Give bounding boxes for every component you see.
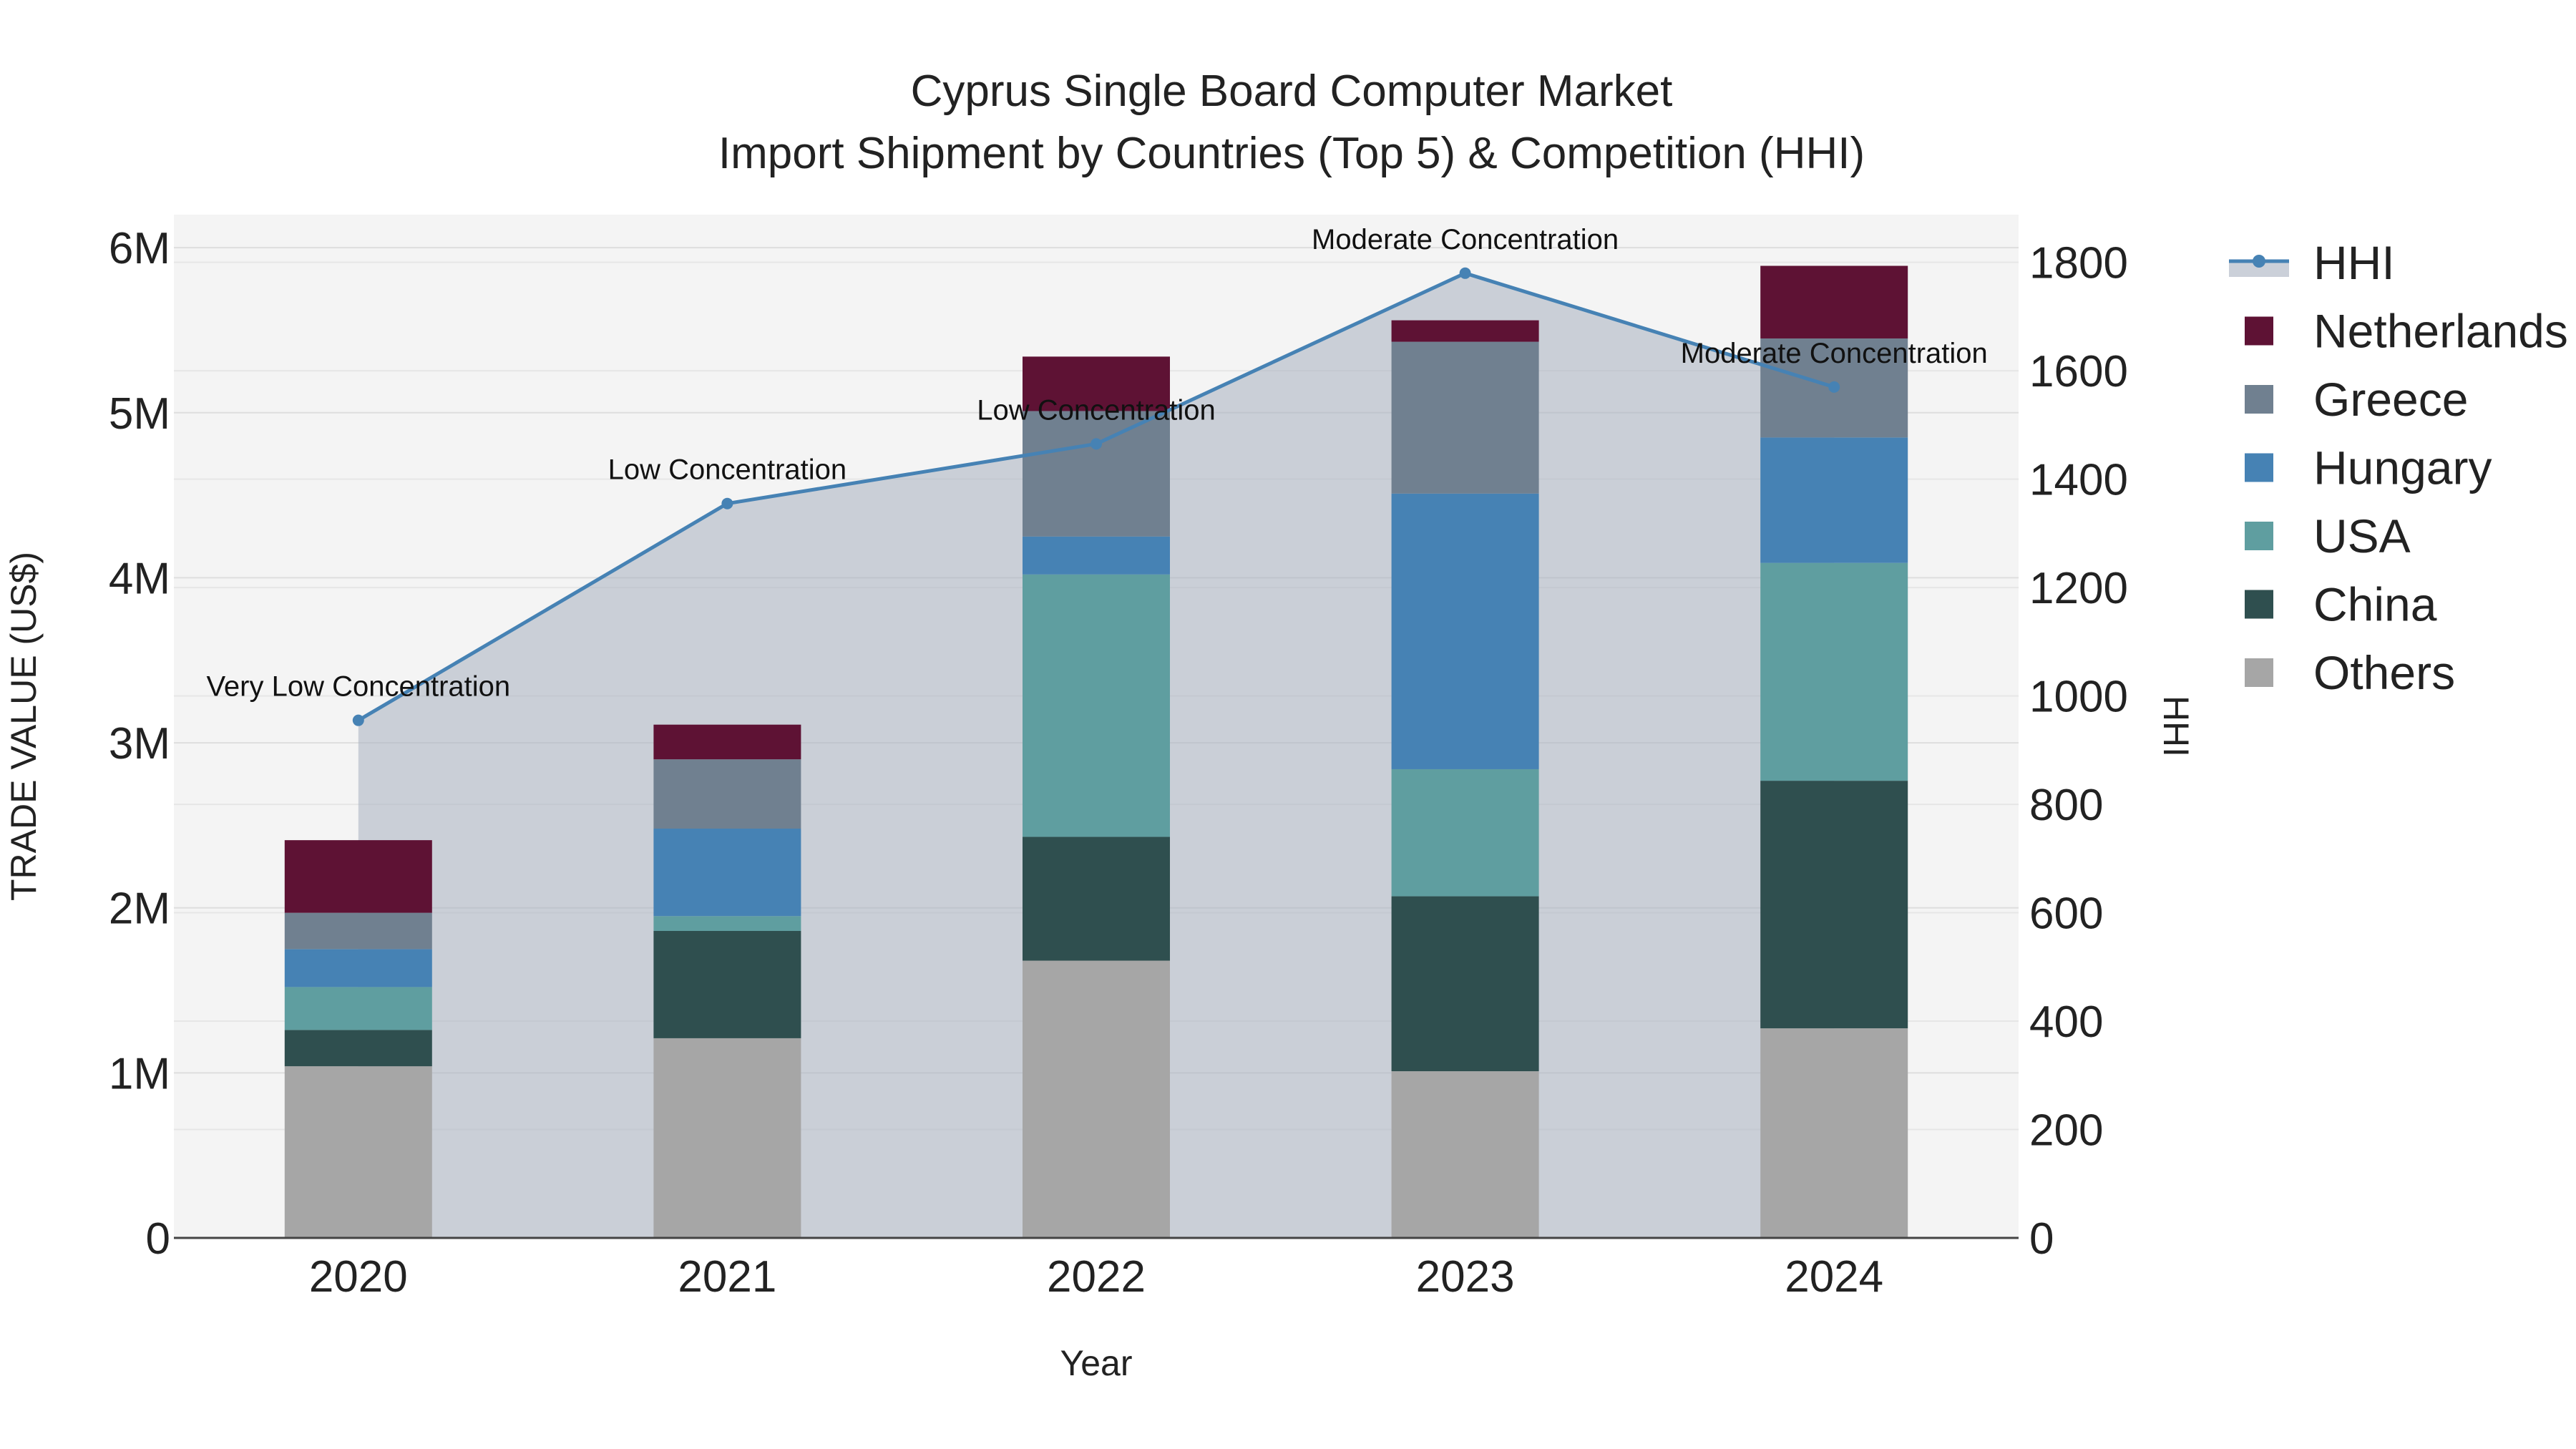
bar-hungary-2023 bbox=[1391, 493, 1539, 769]
hhi-annotation-2023: Moderate Concentration bbox=[1312, 224, 1619, 255]
legend-item-usa[interactable]: USA bbox=[2245, 509, 2411, 562]
bar-china-2022 bbox=[1023, 836, 1170, 961]
y2-tick-label: 200 bbox=[2029, 1106, 2103, 1156]
legend-item-others[interactable]: Others bbox=[2245, 646, 2455, 699]
chart-subtitle: Import Shipment by Countries (Top 5) & C… bbox=[718, 129, 1865, 178]
bar-greece-2023 bbox=[1391, 341, 1539, 494]
hhi-annotation-2021: Low Concentration bbox=[608, 454, 847, 486]
y2-tick-label: 1600 bbox=[2029, 347, 2128, 396]
chart-title: Cyprus Single Board Computer Market bbox=[911, 67, 1673, 116]
legend-item-hungary[interactable]: Hungary bbox=[2245, 441, 2492, 494]
legend: HHI Netherlands Greece Hungary USA China Other… bbox=[2229, 236, 2568, 699]
bar-china-2020 bbox=[284, 1030, 432, 1067]
x-axis-title: Year bbox=[1060, 1343, 1132, 1383]
legend-swatch-china bbox=[2245, 590, 2273, 619]
y2-tick-label: 1400 bbox=[2029, 456, 2128, 505]
legend-item-china[interactable]: China bbox=[2245, 578, 2437, 631]
y2-tick-label: 800 bbox=[2029, 781, 2103, 830]
bar-netherlands-2023 bbox=[1391, 320, 1539, 342]
bar-greece-2020 bbox=[284, 912, 432, 950]
bar-usa-2021 bbox=[653, 916, 801, 931]
y-tick-label: 5M bbox=[109, 389, 170, 439]
bar-others-2021 bbox=[653, 1038, 801, 1238]
hhi-point-2022 bbox=[1091, 438, 1102, 450]
x-tick-label-2024: 2024 bbox=[1785, 1252, 1883, 1302]
y2-tick-label: 1800 bbox=[2029, 239, 2128, 288]
y-tick-label: 4M bbox=[109, 554, 170, 603]
legend-swatch-netherlands bbox=[2245, 316, 2273, 346]
y2-tick-label: 1000 bbox=[2029, 673, 2128, 722]
legend-item-greece[interactable]: Greece bbox=[2245, 373, 2468, 426]
y-tick-label: 6M bbox=[109, 224, 170, 273]
x-tick-label-2021: 2021 bbox=[678, 1252, 776, 1302]
y-axis-title: TRADE VALUE (US$) bbox=[4, 552, 44, 901]
x-tick-label-2022: 2022 bbox=[1047, 1252, 1146, 1302]
legend-item-hhi[interactable]: HHI bbox=[2229, 236, 2395, 289]
bar-hungary-2020 bbox=[284, 949, 432, 987]
legend-label-hungary: Hungary bbox=[2313, 441, 2492, 494]
y2-tick-label: 0 bbox=[2029, 1214, 2054, 1264]
bar-usa-2020 bbox=[284, 987, 432, 1030]
legend-label-netherlands: Netherlands bbox=[2313, 305, 2568, 358]
y2-axis-title: HHI bbox=[2156, 696, 2196, 757]
bar-hungary-2021 bbox=[653, 829, 801, 917]
hhi-point-2021 bbox=[721, 497, 733, 509]
legend-swatch-hungary bbox=[2245, 453, 2273, 482]
y2-tick-label: 600 bbox=[2029, 889, 2103, 939]
bar-netherlands-2021 bbox=[653, 724, 801, 760]
hhi-point-2020 bbox=[352, 714, 364, 726]
bar-greece-2021 bbox=[653, 759, 801, 829]
y-tick-label: 3M bbox=[109, 719, 170, 769]
bar-others-2024 bbox=[1760, 1028, 1908, 1238]
y2-tick-label: 1200 bbox=[2029, 564, 2128, 613]
legend-swatch-greece bbox=[2245, 385, 2273, 414]
x-tick-label-2020: 2020 bbox=[309, 1252, 408, 1302]
hhi-annotation-2024: Moderate Concentration bbox=[1681, 338, 1988, 369]
legend-swatch-usa bbox=[2245, 522, 2273, 550]
legend-swatch-others bbox=[2245, 658, 2273, 687]
bar-greece-2022 bbox=[1023, 411, 1170, 537]
hhi-annotation-2022: Low Concentration bbox=[977, 394, 1216, 426]
bar-others-2022 bbox=[1023, 960, 1170, 1238]
hhi-point-2024 bbox=[1828, 381, 1840, 393]
bar-netherlands-2020 bbox=[284, 840, 432, 913]
hhi-annotation-2020: Very Low Concentration bbox=[206, 671, 510, 703]
legend-swatch-hhi-area bbox=[2229, 261, 2289, 277]
bar-china-2024 bbox=[1760, 781, 1908, 1029]
bar-usa-2023 bbox=[1391, 769, 1539, 897]
hhi-point-2023 bbox=[1459, 267, 1471, 279]
legend-label-usa: USA bbox=[2313, 509, 2411, 562]
y2-tick-label: 400 bbox=[2029, 997, 2103, 1047]
bar-china-2021 bbox=[653, 931, 801, 1038]
legend-item-netherlands[interactable]: Netherlands bbox=[2245, 305, 2568, 358]
legend-label-china: China bbox=[2313, 578, 2437, 631]
x-tick-label-2023: 2023 bbox=[1416, 1252, 1515, 1302]
legend-label-greece: Greece bbox=[2313, 373, 2468, 426]
y-tick-label: 2M bbox=[109, 884, 170, 934]
bar-china-2023 bbox=[1391, 896, 1539, 1072]
bar-usa-2024 bbox=[1760, 562, 1908, 781]
legend-swatch-hhi-marker bbox=[2253, 255, 2265, 268]
bar-hungary-2024 bbox=[1760, 437, 1908, 563]
legend-label-hhi: HHI bbox=[2313, 236, 2395, 289]
bar-netherlands-2022 bbox=[1023, 356, 1170, 411]
bar-others-2020 bbox=[284, 1066, 432, 1238]
bar-hungary-2022 bbox=[1023, 536, 1170, 575]
legend-label-others: Others bbox=[2313, 646, 2455, 699]
y-tick-label: 0 bbox=[146, 1214, 170, 1264]
bar-others-2023 bbox=[1391, 1071, 1539, 1238]
bar-usa-2022 bbox=[1023, 574, 1170, 837]
bar-netherlands-2024 bbox=[1760, 265, 1908, 338]
y-tick-label: 1M bbox=[109, 1049, 170, 1098]
